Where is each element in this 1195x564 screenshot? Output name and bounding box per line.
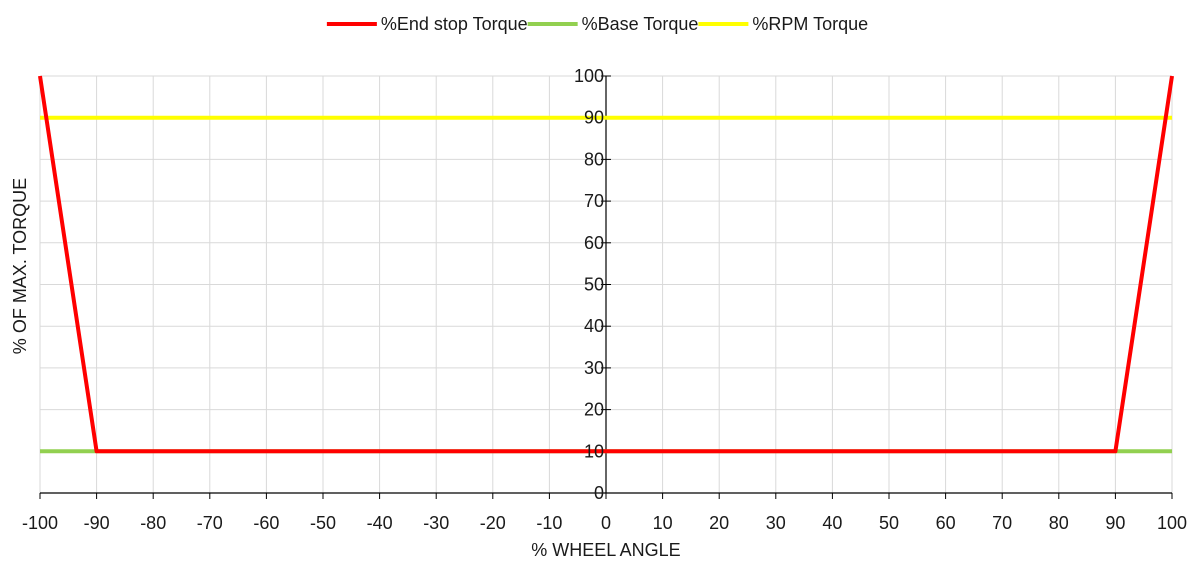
y-tick-label: 70 (584, 191, 604, 211)
x-tick-label: 50 (879, 513, 899, 533)
x-tick-label: 0 (601, 513, 611, 533)
series-layer (38, 75, 1174, 454)
tick-labels: -100 -90 -80 -70 -60 -50 -40 -30 -20 -10 0 10 20 30 40… (22, 66, 1187, 533)
y-tick-label: 20 (584, 400, 604, 420)
x-tick-label: -60 (253, 513, 279, 533)
legend-item: %Base Torque (527, 14, 699, 34)
x-tick-label: 30 (766, 513, 786, 533)
x-tick-label: 10 (653, 513, 673, 533)
x-tick-label: 70 (992, 513, 1012, 533)
legend-label: %RPM Torque (752, 14, 868, 34)
legend: %End stop Torque %Base Torque %RPM Torque (326, 14, 868, 34)
x-tick-label: -30 (423, 513, 449, 533)
y-tick-label: 50 (584, 275, 604, 295)
x-tick-label: -10 (536, 513, 562, 533)
legend-label: %Base Torque (582, 14, 699, 34)
x-tick-label: -70 (197, 513, 223, 533)
x-tick-label: 100 (1157, 513, 1187, 533)
y-axis-title: % OF MAX. TORQUE (10, 178, 30, 354)
y-tick-label: 80 (584, 149, 604, 169)
x-tick-label: -80 (140, 513, 166, 533)
x-axis-title: % WHEEL ANGLE (531, 540, 680, 559)
x-tick-label: -40 (367, 513, 393, 533)
y-tick-label: 10 (584, 441, 604, 461)
legend-item: %End stop Torque (326, 14, 528, 34)
x-tick-label: 20 (709, 513, 729, 533)
y-tick-label: 30 (584, 358, 604, 378)
y-tick-label: 90 (584, 108, 604, 128)
x-tick-label: 60 (936, 513, 956, 533)
x-tick-label: -20 (480, 513, 506, 533)
y-tick-label: 40 (584, 316, 604, 336)
y-tick-label: 100 (574, 66, 604, 86)
x-tick-label: -100 (22, 513, 58, 533)
legend-item: %RPM Torque (698, 14, 868, 34)
y-tick-label: 0 (594, 483, 604, 503)
axes (39, 75, 1173, 499)
x-tick-label: 40 (822, 513, 842, 533)
x-tick-label: -90 (84, 513, 110, 533)
legend-label: %End stop Torque (381, 14, 528, 34)
x-tick-label: 90 (1105, 513, 1125, 533)
series-line-0 (38, 75, 1174, 454)
x-tick-label: 80 (1049, 513, 1069, 533)
y-tick-label: 60 (584, 233, 604, 253)
x-tick-label: -50 (310, 513, 336, 533)
